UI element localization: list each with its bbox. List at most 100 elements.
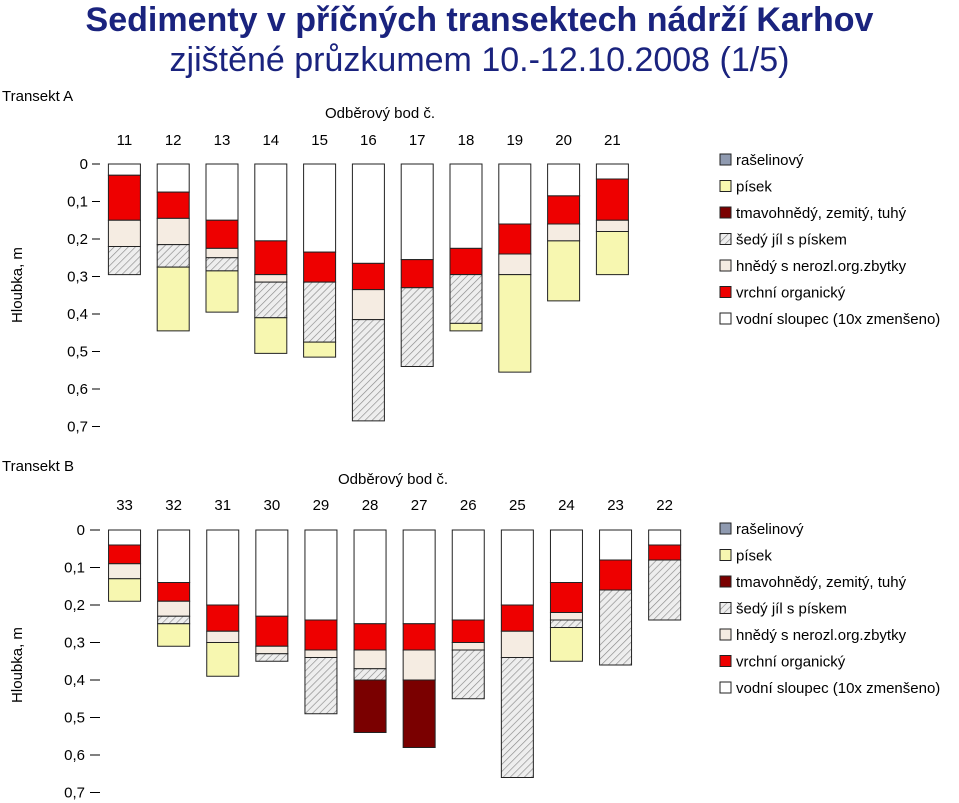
category-label: 27 bbox=[411, 497, 428, 514]
category-label: 21 bbox=[604, 132, 621, 149]
bar-segment-vodni bbox=[156, 163, 190, 193]
category-label: 32 bbox=[165, 497, 182, 514]
category-label: 13 bbox=[214, 132, 231, 149]
bar-segment-sedy_jil bbox=[500, 657, 534, 778]
bar-segment-vrchni bbox=[254, 240, 288, 276]
transect-label: Transekt B bbox=[2, 458, 74, 475]
bar-segment-vrchni bbox=[107, 174, 141, 221]
bar-segment-hnedy bbox=[254, 274, 288, 283]
legend-swatch-hnedy bbox=[719, 259, 732, 272]
bar-segment-sedy_jil bbox=[156, 244, 190, 268]
bar-segment-hnedy bbox=[402, 649, 436, 681]
y-tick-label: 0,1 bbox=[64, 560, 85, 577]
bar-segment-vodni bbox=[449, 163, 483, 249]
bar-segment-vodni bbox=[303, 163, 337, 253]
bar-segment-vodni bbox=[304, 529, 338, 621]
y-tick-label: 0,3 bbox=[67, 269, 88, 286]
legend-swatch-pisek bbox=[719, 549, 732, 561]
category-label: 14 bbox=[262, 132, 279, 149]
bar-segment-pisek bbox=[205, 270, 239, 313]
legend-swatch-sedy_jil bbox=[719, 233, 732, 245]
y-tick-label: 0,7 bbox=[67, 419, 88, 436]
bar-segment-vrchni bbox=[451, 619, 485, 643]
legend-swatch-tmavohnedy bbox=[719, 206, 732, 219]
bar-segment-sedy_jil bbox=[205, 257, 239, 272]
category-label: 18 bbox=[458, 132, 475, 149]
category-label: 31 bbox=[214, 497, 231, 514]
legend-label: tmavohnědý, zemitý, tuhý bbox=[736, 205, 907, 222]
category-label: 28 bbox=[362, 497, 379, 514]
bar-segment-vrchni bbox=[400, 259, 434, 289]
bar-segment-hnedy bbox=[255, 645, 289, 655]
transect-a-chart: Transekt A Odběrový bod č. Hloubka, m 0 0,1 0… bbox=[2, 88, 940, 436]
category-label: 25 bbox=[509, 497, 526, 514]
legend-swatch-rasselinovy bbox=[719, 153, 732, 166]
bar-segment-vrchni bbox=[402, 623, 436, 651]
category-label: 15 bbox=[311, 132, 328, 149]
y-tick-label: 0 bbox=[80, 156, 88, 173]
bar-segment-vodni bbox=[157, 529, 191, 583]
legend-swatch-tmavohnedy bbox=[719, 575, 732, 588]
y-tick-label: 0,6 bbox=[64, 747, 85, 764]
legend-label: šedý jíl s pískem bbox=[736, 232, 847, 249]
bar-segment-hnedy bbox=[595, 219, 629, 232]
bar-segment-vodni bbox=[107, 163, 141, 176]
legend-swatch-vrchni bbox=[719, 286, 732, 298]
chart-title-line1: Sedimenty v příčných transektech nádrží … bbox=[85, 1, 874, 39]
bar-segment-vodni bbox=[547, 163, 581, 197]
bar-segment-vrchni bbox=[547, 195, 581, 225]
bar-segment-hnedy bbox=[206, 630, 240, 643]
bar-segment-vrchni bbox=[156, 191, 190, 219]
bar-segment-hnedy bbox=[351, 289, 385, 321]
y-tick-label: 0,5 bbox=[64, 710, 85, 727]
bar-segment-vrchni bbox=[498, 223, 532, 255]
y-tick-label: 0,3 bbox=[64, 635, 85, 652]
bar-segment-hnedy bbox=[157, 600, 191, 617]
bar-segment-hnedy bbox=[108, 563, 142, 580]
bar-segment-vodni bbox=[549, 529, 583, 583]
y-tick-label: 0,7 bbox=[64, 785, 85, 802]
bar-segment-pisek bbox=[156, 266, 190, 332]
bar-segment-pisek bbox=[595, 231, 629, 276]
category-label: 19 bbox=[506, 132, 523, 149]
bar-segment-vodni bbox=[400, 163, 434, 261]
y-axis-title: Hloubka, m bbox=[9, 627, 26, 703]
bar-segment-hnedy bbox=[205, 247, 239, 259]
transect-b-chart: Transekt B Odběrový bod č. Hloubka, m 0 0,1 0… bbox=[2, 458, 940, 802]
bar-segment-sedy_jil bbox=[599, 589, 633, 666]
bar-segment-vrchni bbox=[500, 604, 534, 632]
bar-segment-pisek bbox=[108, 578, 142, 602]
bar-segment-vodni bbox=[451, 529, 485, 621]
bar-segment-vodni bbox=[205, 163, 239, 221]
bar-segment-sedy_jil bbox=[648, 559, 682, 621]
legend-swatch-vodni bbox=[719, 681, 732, 694]
y-tick-label: 0,2 bbox=[67, 231, 88, 248]
bar-segment-sedy_jil bbox=[353, 668, 387, 681]
bar-segment-vrchni bbox=[255, 615, 289, 647]
category-label: 23 bbox=[607, 497, 624, 514]
bar-segment-vrchni bbox=[351, 262, 385, 291]
category-label: 33 bbox=[116, 497, 133, 514]
bar-segment-pisek bbox=[254, 317, 288, 354]
y-axis-title: Hloubka, m bbox=[9, 247, 26, 323]
bar-segment-pisek bbox=[547, 240, 581, 302]
y-tick-label: 0 bbox=[77, 522, 85, 539]
legend-label: vodní sloupec (10x zmenšeno) bbox=[736, 311, 940, 328]
category-label: 17 bbox=[409, 132, 426, 149]
bar-segment-sedy_jil bbox=[351, 319, 385, 422]
bar-segment-pisek bbox=[498, 274, 532, 373]
bar-segment-vodni bbox=[255, 529, 289, 617]
bar-segment-hnedy bbox=[549, 612, 583, 621]
transect-label: Transekt A bbox=[2, 88, 73, 105]
category-label: 20 bbox=[555, 132, 572, 149]
bar-segment-vrchni bbox=[157, 582, 191, 602]
bar-segment-sedy_jil bbox=[107, 246, 141, 276]
category-label: 16 bbox=[360, 132, 377, 149]
bar-segment-hnedy bbox=[451, 642, 485, 651]
legend-label: vrchní organický bbox=[736, 654, 846, 671]
bar-segment-vodni bbox=[402, 529, 436, 625]
bar-segment-sedy_jil bbox=[255, 653, 289, 662]
legend-label: písek bbox=[736, 179, 772, 196]
bar-segment-sedy_jil bbox=[549, 619, 583, 628]
bar-segment-vrchni bbox=[595, 178, 629, 221]
